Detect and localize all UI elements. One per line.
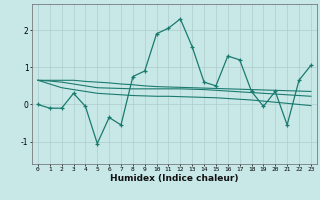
X-axis label: Humidex (Indice chaleur): Humidex (Indice chaleur) xyxy=(110,174,239,183)
